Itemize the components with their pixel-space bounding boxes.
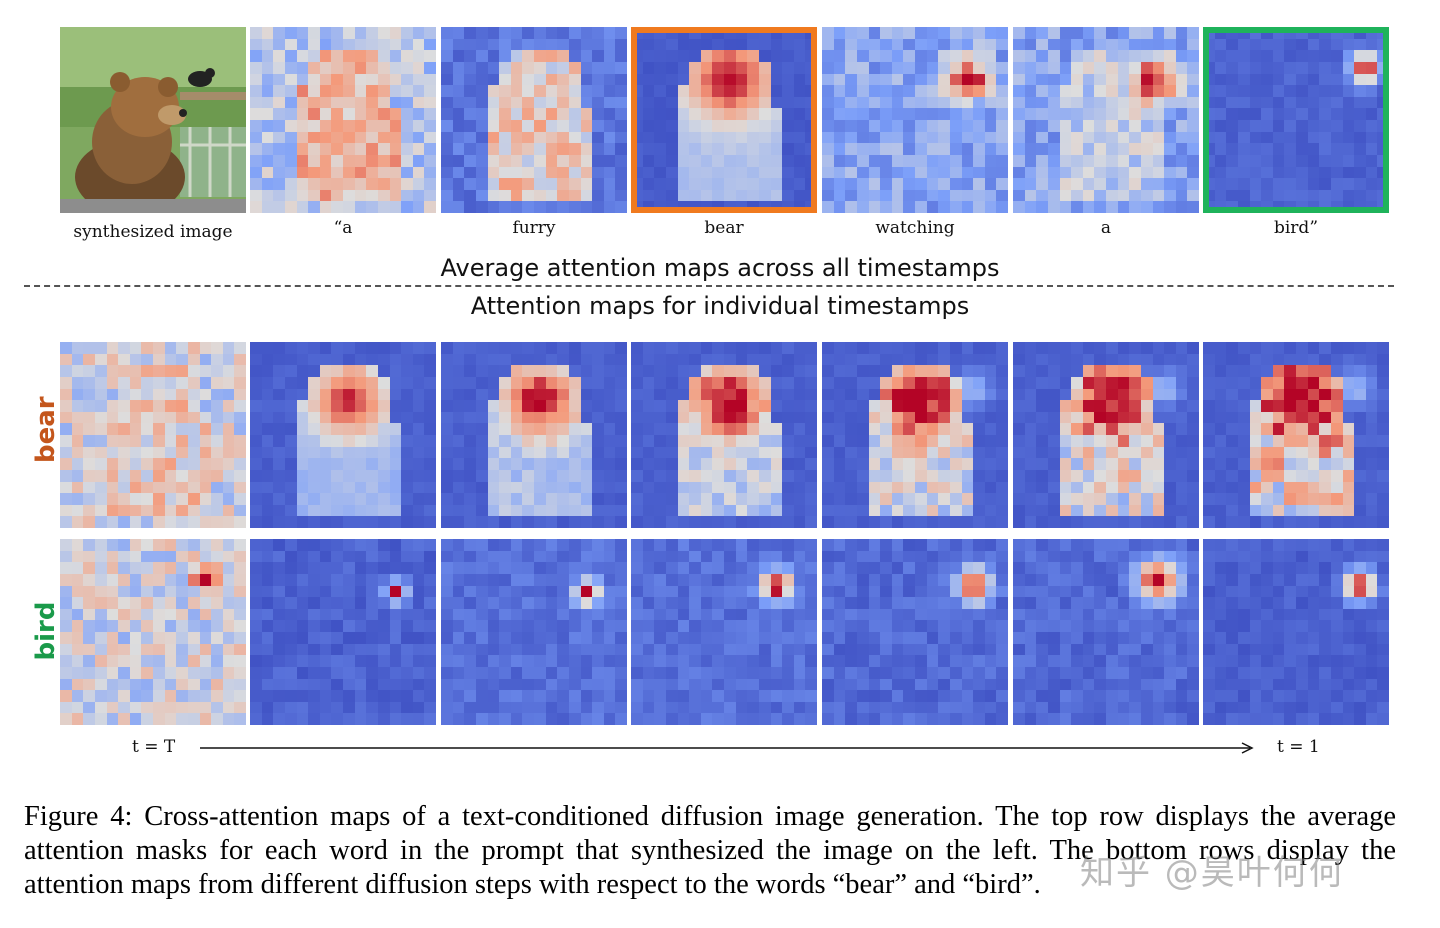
row-label-bird: bird xyxy=(31,601,61,661)
word-label-watching: watching xyxy=(875,218,955,238)
word-label-bear: bear xyxy=(704,218,744,238)
bird-map-step-7 xyxy=(1203,539,1389,725)
timeline-end-label: t = 1 xyxy=(1277,737,1320,757)
heading-average: Average attention maps across all timest… xyxy=(440,254,1000,282)
section-divider xyxy=(24,285,1394,287)
timeline-start-label: t = T xyxy=(132,737,176,757)
bear-map-step-5 xyxy=(822,342,1008,528)
bird-map-step-4 xyxy=(631,539,817,725)
bear-map-step-3 xyxy=(441,342,627,528)
bear-map-step-7 xyxy=(1203,342,1389,528)
synthesized-image xyxy=(60,27,246,213)
bird-map-step-5 xyxy=(822,539,1008,725)
watermark: 知乎 @昊叶何何 xyxy=(1080,853,1345,893)
bear-map-step-1 xyxy=(60,342,246,528)
bird-map-step-2 xyxy=(250,539,436,725)
attention-map-word-bird xyxy=(1203,27,1389,213)
bear-map-step-6 xyxy=(1013,342,1199,528)
attention-map-word-watching xyxy=(822,27,1008,213)
word-label-a2: a xyxy=(1100,218,1112,238)
bear-photo-icon xyxy=(60,27,246,213)
bear-map-step-4 xyxy=(631,342,817,528)
word-label-a: “a xyxy=(333,218,353,238)
image-label: synthesized image xyxy=(73,222,233,242)
row-label-bear: bear xyxy=(31,396,61,463)
heading-individual: Attention maps for individual timestamps xyxy=(470,292,970,320)
timeline-arrow-icon xyxy=(200,742,1254,754)
figure-caption: Figure 4: Cross-attention maps of a text… xyxy=(24,801,1396,900)
bear-map-step-2 xyxy=(250,342,436,528)
attention-map-word-furry xyxy=(441,27,627,213)
attention-map-word-bear xyxy=(631,27,817,213)
word-label-furry: furry xyxy=(512,218,556,238)
attention-map-word-a xyxy=(250,27,436,213)
bird-map-step-1 xyxy=(60,539,246,725)
bird-map-step-3 xyxy=(441,539,627,725)
attention-map-word-a2 xyxy=(1013,27,1199,213)
bird-map-step-6 xyxy=(1013,539,1199,725)
word-label-bird: bird” xyxy=(1273,218,1319,238)
